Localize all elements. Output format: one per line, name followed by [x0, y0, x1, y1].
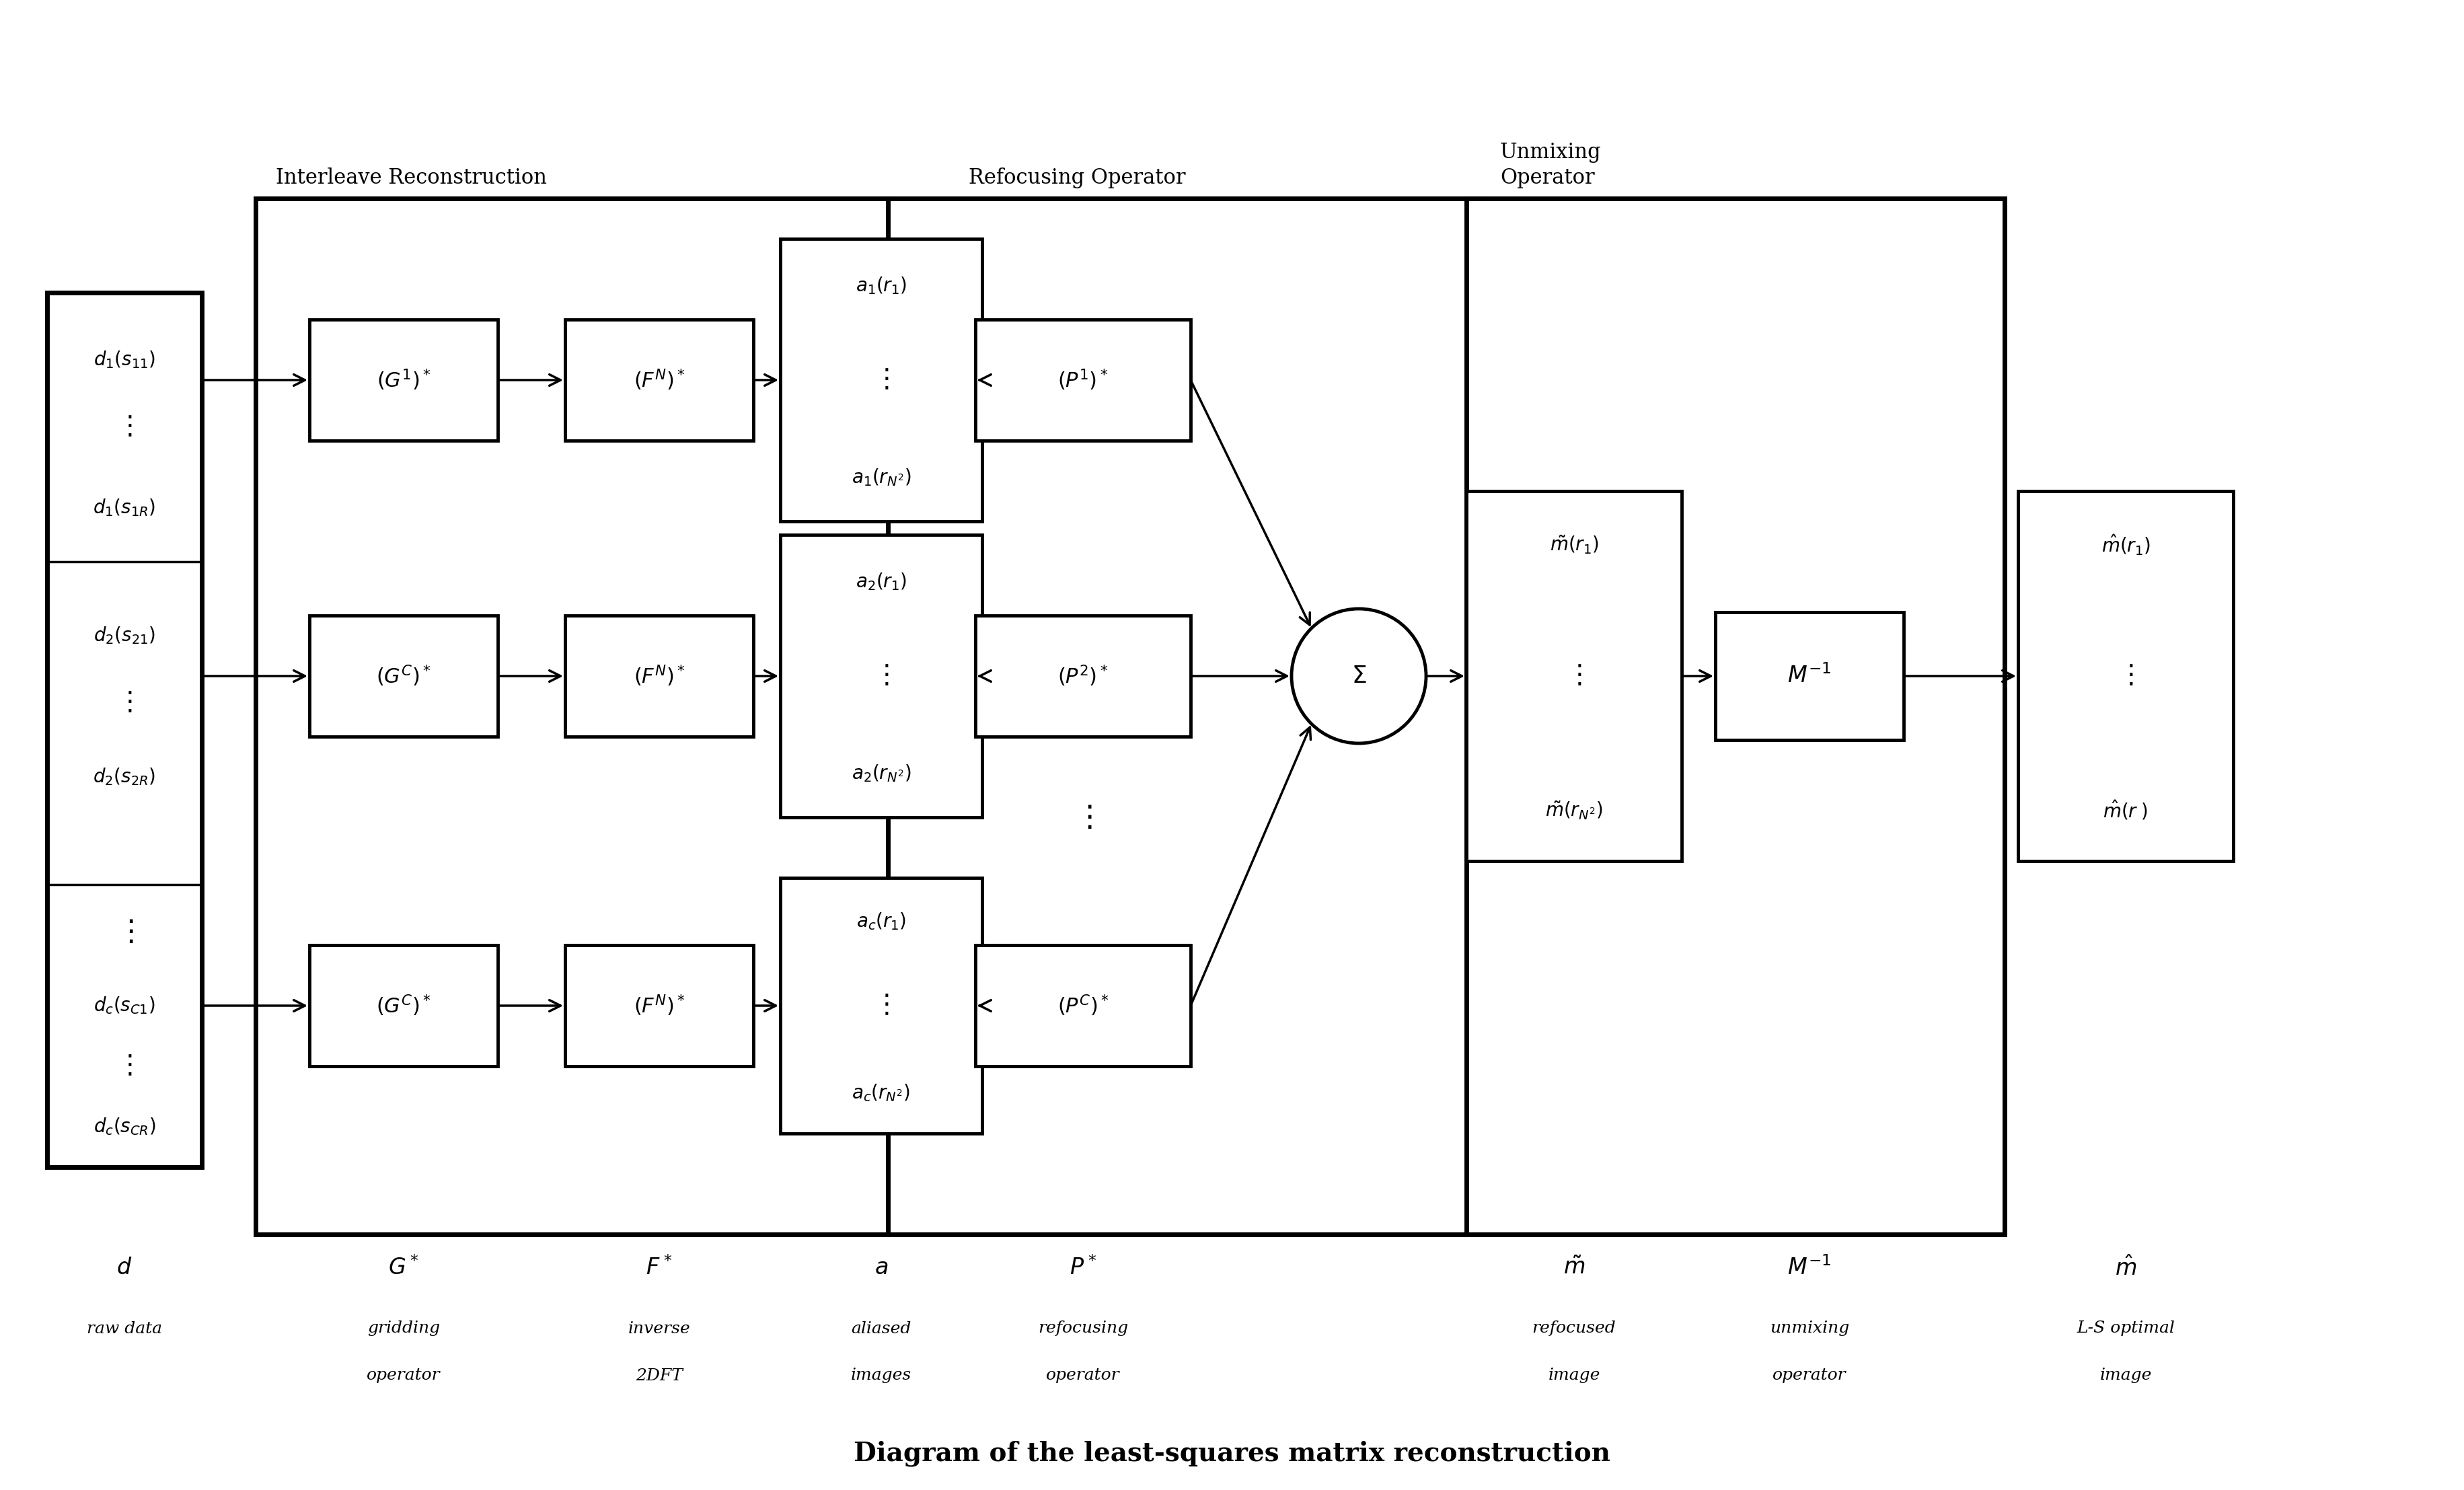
Text: $\vdots$: $\vdots$ — [1567, 663, 1582, 688]
Text: $d_c(s_{C1})$: $d_c(s_{C1})$ — [94, 995, 155, 1016]
Text: $G^*$: $G^*$ — [389, 1256, 419, 1280]
Text: operator: operator — [1772, 1368, 1846, 1383]
FancyBboxPatch shape — [310, 945, 498, 1067]
Text: $\hat{m}$: $\hat{m}$ — [2114, 1256, 2136, 1280]
Text: $a_c(r_{N^2})$: $a_c(r_{N^2})$ — [853, 1083, 912, 1104]
Text: $(G^C)^*$: $(G^C)^*$ — [377, 663, 431, 688]
FancyBboxPatch shape — [976, 945, 1190, 1067]
FancyBboxPatch shape — [887, 198, 1481, 1234]
Text: $\vdots$: $\vdots$ — [1074, 803, 1092, 831]
Text: $(P^1)^*$: $(P^1)^*$ — [1057, 368, 1109, 392]
Text: $\vdots$: $\vdots$ — [116, 414, 133, 440]
Text: $\tilde{m}$: $\tilde{m}$ — [1562, 1258, 1584, 1278]
FancyBboxPatch shape — [1466, 492, 1683, 861]
FancyBboxPatch shape — [781, 238, 983, 522]
Text: Interleave Reconstruction: Interleave Reconstruction — [276, 167, 547, 188]
Text: $M^{-1}$: $M^{-1}$ — [1786, 665, 1831, 688]
Text: $M^{-1}$: $M^{-1}$ — [1786, 1256, 1831, 1280]
Text: image: image — [2099, 1368, 2151, 1383]
Text: $\tilde{m}(r_{N^2})$: $\tilde{m}(r_{N^2})$ — [1545, 800, 1604, 821]
Text: $a$: $a$ — [875, 1258, 887, 1278]
FancyBboxPatch shape — [781, 878, 983, 1134]
FancyBboxPatch shape — [564, 319, 754, 441]
Text: $d_1(s_{1R})$: $d_1(s_{1R})$ — [94, 498, 155, 519]
Text: $(P^2)^*$: $(P^2)^*$ — [1057, 663, 1109, 688]
Text: $(F^N)^*$: $(F^N)^*$ — [633, 994, 685, 1018]
Text: Refocusing Operator: Refocusing Operator — [968, 167, 1185, 188]
Text: $\vdots$: $\vdots$ — [872, 368, 890, 392]
Text: $\hat{m}(r\;)$: $\hat{m}(r\;)$ — [2104, 799, 2149, 822]
Text: $d_1(s_{11})$: $d_1(s_{11})$ — [94, 350, 155, 370]
Text: $\vdots$: $\vdots$ — [872, 663, 890, 688]
Text: Unmixing
Operator: Unmixing Operator — [1501, 142, 1602, 188]
Text: $d_c(s_{CR})$: $d_c(s_{CR})$ — [94, 1116, 155, 1137]
Text: $\Sigma$: $\Sigma$ — [1350, 665, 1368, 687]
Text: $F^*$: $F^*$ — [646, 1256, 673, 1280]
Text: $\vdots$: $\vdots$ — [116, 918, 133, 946]
Text: unmixing: unmixing — [1769, 1320, 1850, 1337]
Text: $a_1(r_{N^2})$: $a_1(r_{N^2})$ — [853, 468, 912, 487]
FancyBboxPatch shape — [564, 945, 754, 1067]
Text: $\vdots$: $\vdots$ — [872, 994, 890, 1018]
FancyBboxPatch shape — [564, 615, 754, 736]
Circle shape — [1291, 609, 1427, 744]
Text: gridding: gridding — [367, 1320, 441, 1337]
Text: $d_2(s_{21})$: $d_2(s_{21})$ — [94, 626, 155, 647]
Text: $a_1(r_1)$: $a_1(r_1)$ — [855, 276, 907, 297]
Text: $a_2(r_1)$: $a_2(r_1)$ — [855, 572, 907, 592]
Text: $a_2(r_{N^2})$: $a_2(r_{N^2})$ — [853, 763, 912, 784]
Text: $\hat{m}(r_1)$: $\hat{m}(r_1)$ — [2102, 533, 2151, 557]
Text: 2DFT: 2DFT — [636, 1368, 683, 1383]
Text: $\vdots$: $\vdots$ — [2117, 663, 2134, 688]
FancyBboxPatch shape — [310, 319, 498, 441]
Text: images: images — [850, 1368, 912, 1383]
Text: $(G^1)^*$: $(G^1)^*$ — [377, 368, 431, 392]
Text: $a_c(r_1)$: $a_c(r_1)$ — [855, 912, 907, 931]
Text: $\vdots$: $\vdots$ — [116, 1053, 133, 1079]
Text: L-S optimal: L-S optimal — [2077, 1320, 2176, 1337]
Text: image: image — [1547, 1368, 1599, 1383]
FancyBboxPatch shape — [2018, 492, 2232, 861]
FancyBboxPatch shape — [976, 319, 1190, 441]
FancyBboxPatch shape — [47, 292, 202, 1167]
Text: $(P^C)^*$: $(P^C)^*$ — [1057, 994, 1109, 1018]
Text: $\vdots$: $\vdots$ — [116, 690, 133, 715]
Text: refocusing: refocusing — [1037, 1320, 1129, 1337]
Text: raw data: raw data — [86, 1320, 163, 1337]
FancyBboxPatch shape — [1715, 612, 1905, 741]
Text: aliased: aliased — [850, 1320, 912, 1337]
FancyBboxPatch shape — [781, 535, 983, 818]
Text: $(G^C)^*$: $(G^C)^*$ — [377, 994, 431, 1018]
FancyBboxPatch shape — [1466, 198, 2006, 1234]
Text: $d$: $d$ — [116, 1258, 133, 1278]
FancyBboxPatch shape — [310, 615, 498, 736]
Text: inverse: inverse — [628, 1320, 690, 1337]
Text: refocused: refocused — [1533, 1320, 1616, 1337]
Text: $\tilde{m}(r_1)$: $\tilde{m}(r_1)$ — [1550, 533, 1599, 556]
Text: $P^*$: $P^*$ — [1069, 1256, 1096, 1280]
FancyBboxPatch shape — [256, 198, 887, 1234]
FancyBboxPatch shape — [976, 615, 1190, 736]
Text: $(F^N)^*$: $(F^N)^*$ — [633, 368, 685, 392]
Text: Diagram of the least-squares matrix reconstruction: Diagram of the least-squares matrix reco… — [853, 1441, 1611, 1466]
Text: $\vdots$: $\vdots$ — [872, 836, 890, 866]
Text: operator: operator — [367, 1368, 441, 1383]
Text: $d_2(s_{2R})$: $d_2(s_{2R})$ — [94, 766, 155, 787]
Text: $(F^N)^*$: $(F^N)^*$ — [633, 663, 685, 688]
Text: operator: operator — [1047, 1368, 1119, 1383]
